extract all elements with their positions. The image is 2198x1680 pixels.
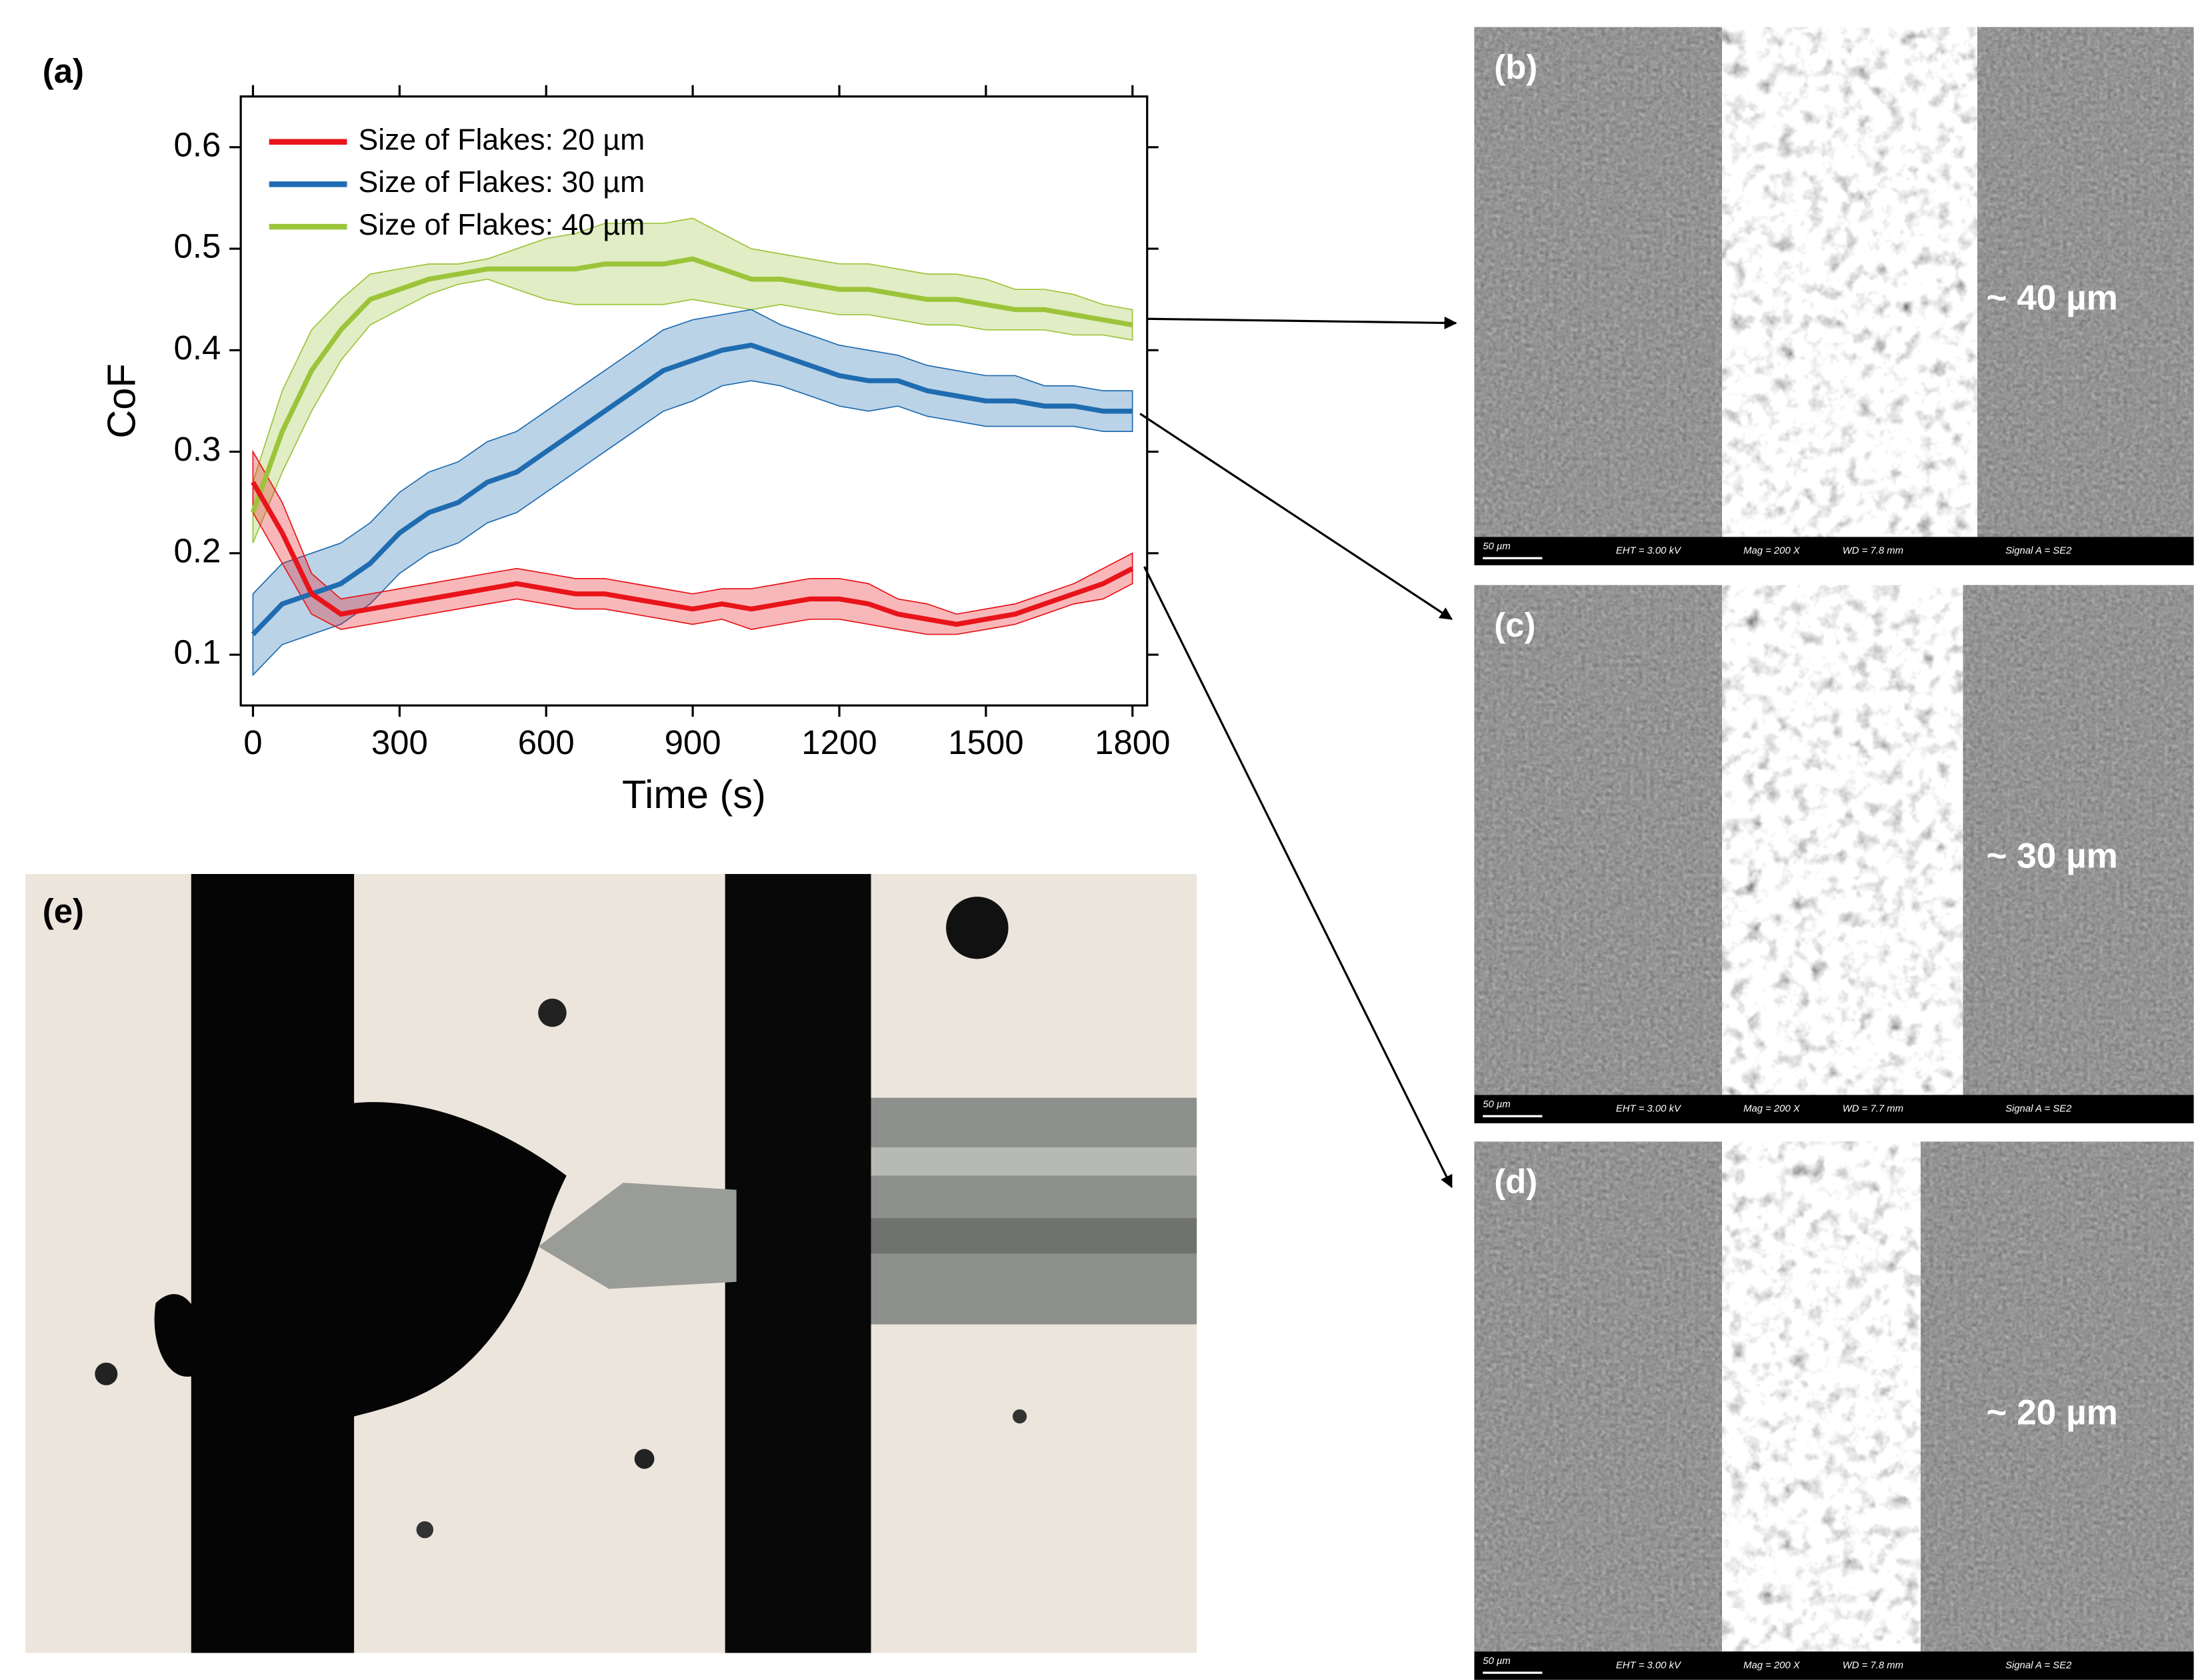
annotation: ~ 20 µm	[1987, 1393, 2118, 1433]
x-tick-label: 1200	[801, 723, 877, 761]
panel-label: (a)	[43, 52, 84, 90]
sem-info: Signal A = SE2	[2005, 1660, 2072, 1671]
sem-footer	[1474, 1095, 2194, 1123]
x-tick-label: 600	[518, 723, 575, 761]
y-tick-label: 0.2	[174, 531, 221, 569]
panel-label: (e)	[43, 892, 84, 930]
x-tick-label: 1500	[948, 723, 1023, 761]
y-tick-label: 0.1	[174, 633, 221, 671]
y-tick-label: 0.4	[174, 329, 221, 367]
error-band	[252, 217, 1133, 543]
arrow	[1143, 566, 1453, 1189]
x-tick-label: 900	[665, 723, 721, 761]
y-tick-label: 0.6	[174, 125, 221, 163]
y-axis-title: CoF	[99, 363, 144, 438]
legend-label: Size of Flakes: 40 µm	[358, 209, 645, 241]
line	[251, 481, 1134, 627]
sem-info: Signal A = SE2	[2005, 1104, 2072, 1115]
panel-label: (d)	[1494, 1163, 1537, 1201]
annotation: ~ 30 µm	[1987, 837, 2118, 876]
sem-image: 50 µm EHT = 3.00 kV Mag = 200 X WD = 7.8 mm…	[1474, 1141, 2194, 1680]
sem-info: Mag = 200 X	[1743, 546, 1801, 557]
line	[251, 342, 1133, 637]
panel-label: (b)	[1494, 48, 1537, 86]
sem-info: Mag = 200 X	[1743, 1104, 1801, 1115]
panel-label: (c)	[1494, 606, 1535, 644]
sem-image: 50 µm EHT = 3.00 kV Mag = 200 X WD = 7.8 mm…	[1474, 27, 2194, 565]
scale-bar-label: 50 µm	[1483, 1099, 1511, 1110]
legend-label: Size of Flakes: 20 µm	[358, 123, 645, 156]
x-tick-label: 1800	[1095, 723, 1170, 761]
sem-info: EHT = 3.00 kV	[1616, 1660, 1682, 1671]
legend-label: Size of Flakes: 30 µm	[358, 166, 645, 199]
wear-track	[1722, 585, 1963, 1095]
sem-footer	[1474, 537, 2194, 565]
x-tick-label: 300	[371, 723, 428, 761]
plot-frame	[239, 95, 1149, 707]
sem-footer	[1474, 1651, 2194, 1680]
error-band	[252, 309, 1133, 677]
sem-info: WD = 7.8 mm	[1843, 1660, 1903, 1671]
scale-bar-label: 50 µm	[1483, 541, 1511, 552]
annotation: ~ 40 µm	[1987, 279, 2118, 318]
y-tick-label: 0.3	[174, 430, 221, 468]
sem-info: EHT = 3.00 kV	[1616, 1104, 1682, 1115]
scale-bar-label: 50 µm	[1483, 1656, 1511, 1667]
sem-info: Signal A = SE2	[2005, 546, 2072, 557]
error-band	[252, 449, 1133, 635]
optical-image	[25, 873, 1197, 1653]
arrow	[1139, 413, 1453, 620]
wear-track	[1722, 1141, 1921, 1652]
sem-image: 50 µm EHT = 3.00 kV Mag = 200 X WD = 7.7 mm…	[1474, 585, 2194, 1123]
sem-info: Mag = 200 X	[1743, 1660, 1801, 1671]
sem-info: WD = 7.7 mm	[1843, 1104, 1903, 1115]
y-tick-label: 0.5	[174, 227, 221, 265]
arrow	[1147, 316, 1457, 329]
x-tick-label: 0	[243, 723, 262, 761]
x-axis-title: Time (s)	[622, 772, 766, 817]
wear-track	[1722, 27, 1977, 537]
sem-info: EHT = 3.00 kV	[1616, 546, 1682, 557]
line	[250, 256, 1133, 514]
sem-info: WD = 7.8 mm	[1843, 546, 1903, 557]
